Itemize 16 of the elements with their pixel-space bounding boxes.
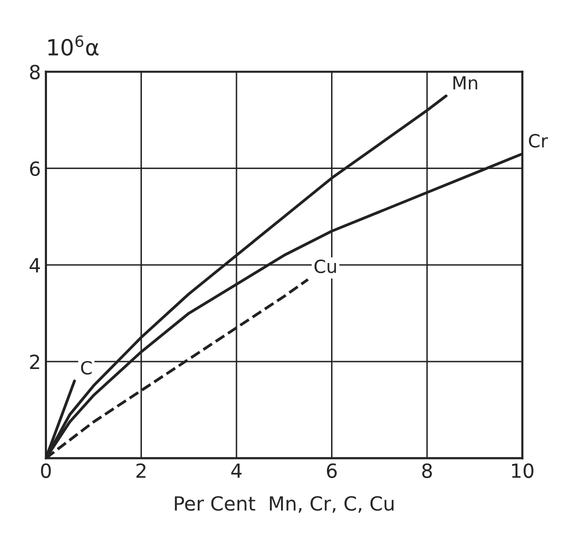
x-tick-label: 2	[136, 463, 146, 478]
series-label: Cu	[314, 260, 336, 274]
x-tick-label: 0	[41, 463, 51, 478]
y-tick-label: 6	[30, 161, 40, 176]
y-axis-title: 10$^{6}$α	[48, 35, 98, 56]
x-tick-label: 6	[326, 463, 337, 478]
series-label: Mn	[453, 76, 478, 90]
y-tick-label: 2	[30, 354, 40, 369]
x-tick-label: 8	[422, 463, 432, 478]
y-tick-label: 8	[30, 64, 40, 80]
x-axis-title: Per Cent Mn, Cr, C, Cu	[174, 496, 394, 513]
y-tick-label: 4	[30, 258, 40, 272]
series-label: Cr	[528, 134, 548, 148]
x-tick-label: 10	[512, 463, 534, 478]
x-tick-label: 4	[231, 464, 242, 478]
series-label: C	[81, 360, 92, 375]
